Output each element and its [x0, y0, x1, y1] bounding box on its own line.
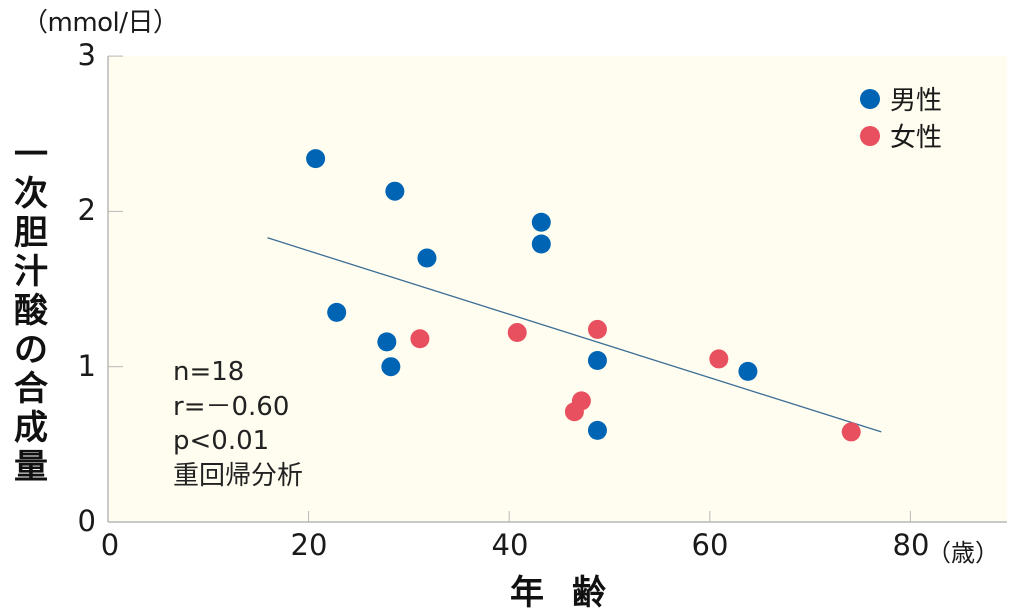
- male-data-point: [587, 350, 607, 370]
- male-data-point: [417, 248, 437, 268]
- y-axis-title: 一 次 胆 汁 酸 の 合 成 量: [10, 136, 52, 487]
- male-data-point: [381, 357, 401, 377]
- y-tick-label: 0: [77, 504, 96, 538]
- female-data-point: [564, 402, 584, 422]
- y-tick-label: 3: [77, 38, 96, 72]
- regression-line: [267, 237, 882, 433]
- male-data-point: [531, 234, 551, 254]
- legend: 男性 女性: [860, 80, 942, 154]
- x-tick-label: 80: [892, 528, 930, 562]
- y-title-char: 酸: [14, 291, 48, 331]
- female-data-point: [587, 319, 607, 339]
- y-axis-unit: （mmol/日）: [22, 8, 179, 38]
- female-data-point: [841, 422, 861, 442]
- female-dot-icon: [860, 125, 880, 146]
- x-tick-label: 60: [691, 528, 729, 562]
- y-tick-label: 1: [77, 349, 96, 383]
- stat-p: p<0.01: [173, 426, 270, 456]
- male-data-point: [385, 181, 405, 201]
- y-title-char: 次: [14, 174, 48, 214]
- legend-label-male: 男性: [890, 86, 943, 116]
- male-data-point: [587, 420, 607, 440]
- y-title-char: 一: [14, 135, 48, 175]
- y-title-char: 量: [14, 447, 48, 487]
- data-points: [306, 149, 861, 442]
- y-title-char: 成: [14, 408, 48, 448]
- y-tick-label: 2: [77, 193, 96, 227]
- stat-n: n=18: [173, 357, 245, 387]
- y-title-char: 汁: [14, 252, 48, 292]
- x-axis-title: 年齢: [510, 573, 634, 613]
- y-title-char: の: [14, 330, 48, 370]
- male-data-point: [531, 212, 551, 232]
- male-dot-icon: [860, 88, 880, 109]
- male-data-point: [377, 332, 397, 352]
- y-title-char: 胆: [14, 213, 48, 253]
- plot-area: [108, 56, 1007, 522]
- stat-method: 重回帰分析: [173, 460, 304, 491]
- x-tick-label: 20: [290, 528, 328, 562]
- y-title-char: 合: [14, 369, 48, 409]
- axes: [107, 55, 1007, 523]
- female-data-point: [507, 323, 527, 343]
- statistics-annotation: n=18 r=－0.60 p<0.01 重回帰分析: [173, 355, 303, 493]
- x-tick-label: 40: [491, 528, 529, 562]
- male-data-point: [306, 149, 326, 169]
- female-data-point: [709, 349, 729, 369]
- x-axis-unit: （歳）: [927, 539, 999, 567]
- legend-item-female: 女性: [860, 117, 942, 154]
- legend-item-male: 男性: [860, 80, 942, 117]
- female-data-point: [410, 329, 430, 349]
- stat-r: r=－0.60: [173, 391, 290, 422]
- male-data-point: [327, 302, 347, 322]
- x-tick-label: 0: [100, 528, 120, 562]
- male-data-point: [738, 361, 758, 381]
- legend-label-female: 女性: [890, 123, 943, 153]
